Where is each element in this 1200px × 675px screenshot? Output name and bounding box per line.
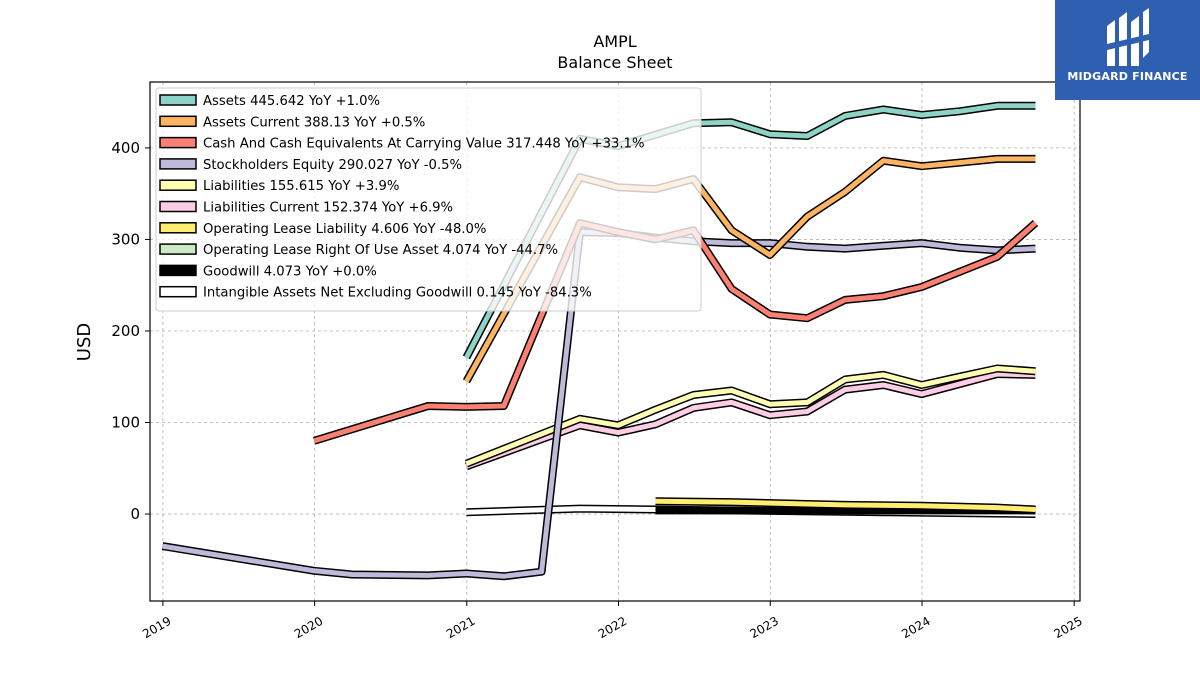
- legend-label: Operating Lease Right Of Use Asset 4.074…: [203, 243, 558, 258]
- legend-swatch: [159, 136, 197, 149]
- legend-label: Liabilities Current 152.374 YoY +6.9%: [203, 201, 453, 216]
- logo-mark-icon: [1107, 8, 1149, 66]
- series-line-fill: [313, 220, 1038, 444]
- y-tick-label: 0: [130, 505, 140, 523]
- legend-swatch: [159, 179, 197, 191]
- legend-swatch: [159, 243, 197, 255]
- legend-swatch: [159, 285, 197, 298]
- series-line: [465, 370, 1036, 471]
- chart-title: AMPL: [593, 32, 636, 51]
- brand-logo: MIDGARD FINANCE: [1055, 0, 1200, 100]
- legend-label: Goodwill 4.073 YoY +0.0%: [203, 264, 377, 279]
- legend-label: Assets 445.642 YoY +1.0%: [203, 94, 380, 109]
- x-tick-label: 2020: [292, 614, 325, 641]
- legend-swatch: [159, 158, 197, 170]
- y-tick-label: 400: [111, 139, 140, 157]
- legend-swatch: [159, 264, 197, 277]
- legend-box: [155, 87, 702, 312]
- legend-label: Liabilities 155.615 YoY +3.9%: [203, 179, 399, 194]
- y-axis-label: USD: [74, 323, 95, 361]
- x-tick-label: 2022: [596, 614, 629, 641]
- x-tick-label: 2023: [748, 614, 781, 641]
- legend-swatch: [159, 94, 197, 106]
- legend-label: Cash And Cash Equivalents At Carrying Va…: [203, 137, 644, 152]
- series-line: [655, 497, 1036, 514]
- legend-swatch: [159, 200, 197, 213]
- legend-label: Intangible Assets Net Excluding Goodwill…: [203, 286, 592, 301]
- series-line: [313, 219, 1039, 445]
- x-tick-label: 2025: [1051, 614, 1084, 641]
- series-line-fill: [465, 366, 1036, 467]
- y-tick-label: 100: [111, 414, 140, 432]
- legend-label: Assets Current 388.13 YoY +0.5%: [203, 115, 425, 130]
- logo-text: MIDGARD FINANCE: [1067, 70, 1188, 83]
- series-line: [464, 364, 1036, 468]
- legend-label: Stockholders Equity 290.027 YoY -0.5%: [203, 158, 462, 173]
- legend-swatch: [159, 222, 197, 234]
- plot-frame: [149, 81, 1081, 602]
- series-line-fill: [655, 498, 1036, 512]
- legend-swatch: [159, 115, 197, 128]
- x-tick-label: 2019: [140, 614, 173, 641]
- x-tick-label: 2024: [899, 614, 932, 641]
- y-tick-label: 200: [111, 322, 140, 340]
- series-line-fill: [465, 371, 1036, 469]
- y-tick-label: 300: [111, 230, 140, 248]
- legend: Assets 445.642 YoY +1.0% Assets Current 3…: [155, 87, 702, 312]
- chart-subtitle: Balance Sheet: [557, 53, 672, 72]
- x-tick-label: 2021: [444, 614, 477, 641]
- legend-label: Operating Lease Liability 4.606 YoY -48.…: [203, 222, 486, 237]
